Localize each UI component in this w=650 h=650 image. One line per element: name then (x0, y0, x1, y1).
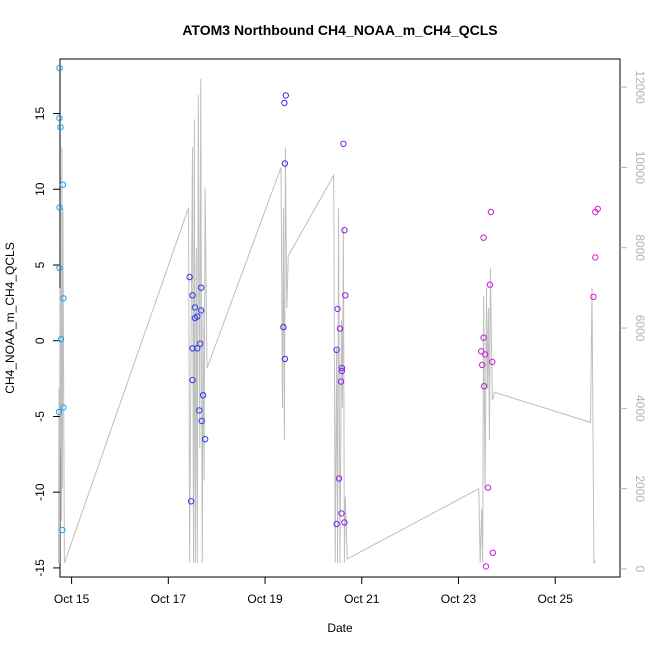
x-tick-label: Oct 25 (538, 592, 574, 606)
data-point (55, 408, 63, 416)
data-point (56, 64, 63, 72)
data-point (480, 234, 487, 241)
data-point (60, 404, 67, 411)
y-tick-label: 10 (33, 182, 47, 196)
data-point (333, 520, 340, 528)
data-point (189, 292, 196, 299)
data-point (56, 114, 63, 122)
data-point (342, 292, 349, 299)
data-point (341, 227, 348, 234)
data-point (479, 361, 486, 369)
data-point (57, 336, 65, 343)
data-point (60, 295, 67, 302)
y-tick-label: -15 (33, 559, 47, 577)
data-point (59, 181, 67, 188)
data-point (198, 284, 205, 291)
x-tick-label: Oct 15 (54, 592, 90, 606)
right-axis: 0 2000 4000 6000 8000 10000 12000 (620, 70, 647, 573)
x-tick-label: Oct 17 (151, 592, 187, 606)
data-point (197, 340, 204, 347)
data-point (335, 475, 343, 482)
x-axis-label: Date (327, 621, 353, 635)
data-point (194, 345, 201, 352)
data-point (56, 264, 63, 272)
data-point (480, 334, 487, 341)
data-point (56, 204, 63, 211)
data-point (478, 348, 485, 355)
data-point (199, 392, 207, 399)
data-point (336, 325, 344, 332)
data-point (194, 313, 201, 320)
data-point (489, 549, 496, 556)
data-point (486, 281, 494, 288)
x-axis: Oct 15 Oct 17 Oct 19 Oct 21 Oct 23 Oct 25 (54, 577, 573, 606)
y-tick-label: 0 (33, 337, 47, 344)
data-point (482, 563, 490, 570)
data-point (338, 364, 346, 372)
data-point (282, 92, 289, 99)
right-tick-label: 8000 (633, 234, 647, 261)
data-point (186, 273, 193, 281)
x-tick-label: Oct 23 (441, 592, 477, 606)
data-point (337, 378, 345, 385)
data-point (187, 498, 195, 505)
data-point (191, 304, 199, 311)
y-tick-label: 5 (33, 261, 47, 268)
altitude-line (58, 79, 597, 565)
right-tick-label: 0 (633, 566, 647, 573)
y-axis-label: CH4_NOAA_m_CH4_QCLS (3, 242, 17, 393)
data-point (189, 376, 196, 384)
chart-title: ATOM3 Northbound CH4_NOAA_m_CH4_QCLS (182, 22, 497, 38)
data-point (489, 358, 496, 366)
data-point (487, 208, 495, 216)
data-point (201, 436, 209, 443)
data-point (338, 367, 346, 375)
y-axis: -15 -10 -5 0 5 10 15 (33, 107, 60, 577)
data-point (333, 346, 340, 353)
data-point (480, 383, 488, 390)
data-point (592, 208, 599, 216)
data-point (59, 526, 66, 534)
x-tick-label: Oct 19 (247, 592, 283, 606)
data-point (281, 160, 289, 167)
data-point (198, 417, 205, 425)
data-point (198, 307, 205, 314)
data-point (592, 254, 599, 261)
data-point (281, 355, 289, 363)
right-tick-label: 10000 (633, 151, 647, 185)
right-tick-label: 6000 (633, 315, 647, 342)
data-point (484, 484, 492, 491)
data-point (481, 351, 489, 358)
data-point (338, 510, 345, 517)
right-tick-label: 4000 (633, 395, 647, 422)
data-point (590, 293, 597, 300)
x-tick-label: Oct 21 (344, 592, 380, 606)
altitude-series (58, 79, 597, 565)
data-point (341, 519, 348, 526)
data-point (340, 140, 347, 148)
data-point (57, 124, 64, 131)
y-tick-label: -10 (33, 483, 47, 501)
right-tick-label: 12000 (633, 70, 647, 104)
data-points (55, 64, 601, 570)
data-point (280, 323, 287, 331)
y-tick-label: 15 (33, 107, 47, 121)
data-point (281, 99, 288, 107)
data-point (334, 305, 341, 313)
right-tick-label: 2000 (633, 475, 647, 502)
y-tick-label: -5 (33, 411, 47, 422)
data-point (196, 407, 203, 414)
data-point (189, 345, 196, 352)
